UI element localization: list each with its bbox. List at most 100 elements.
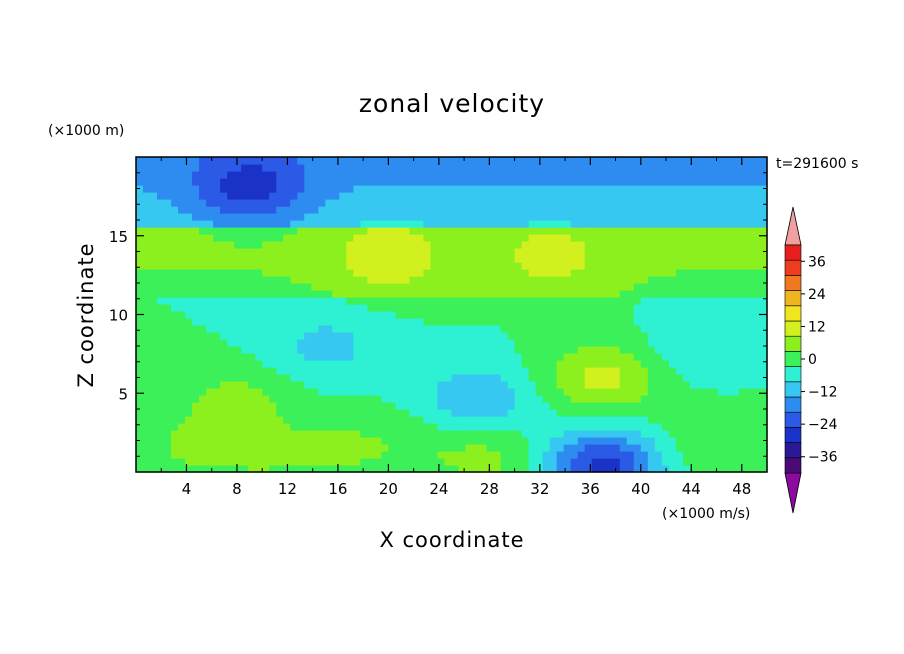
field-cell [717, 416, 726, 424]
field-cell [591, 339, 600, 347]
field-cell [402, 269, 411, 277]
field-cell [745, 451, 754, 459]
field-cell [500, 451, 509, 459]
field-cell [703, 297, 712, 305]
field-cell [619, 353, 628, 361]
field-cell [458, 276, 467, 284]
field-cell [318, 388, 326, 396]
field-cell [360, 164, 368, 172]
field-cell [640, 332, 649, 340]
field-cell [297, 458, 305, 466]
field-cell [444, 297, 453, 305]
field-cell [423, 227, 432, 235]
field-cell [752, 381, 761, 389]
field-cell [451, 171, 460, 179]
field-cell [241, 451, 249, 459]
field-cell [192, 402, 200, 410]
field-cell [192, 283, 200, 291]
field-cell [542, 353, 551, 361]
field-cell [710, 437, 719, 445]
field-cell [353, 451, 361, 459]
field-cell [171, 248, 179, 256]
field-cell [647, 171, 656, 179]
field-cell [136, 395, 144, 403]
field-cell [500, 192, 509, 200]
field-cell [493, 213, 502, 221]
field-cell [192, 395, 200, 403]
field-cell [409, 255, 418, 263]
field-cell [416, 220, 425, 228]
field-cell [465, 171, 474, 179]
field-cell [633, 234, 642, 242]
field-cell [192, 241, 200, 249]
field-cell [759, 304, 768, 312]
field-cell [346, 325, 354, 333]
field-cell [528, 234, 537, 242]
field-cell [500, 157, 509, 165]
field-cell [248, 220, 256, 228]
field-cell [647, 423, 656, 431]
field-cell [451, 199, 460, 207]
field-cell [339, 171, 347, 179]
field-cell [577, 381, 586, 389]
field-cell [563, 297, 572, 305]
field-cell [381, 311, 389, 319]
field-cell [157, 192, 165, 200]
field-cell [668, 332, 677, 340]
field-cell [255, 164, 263, 172]
field-cell [724, 192, 733, 200]
field-cell [696, 444, 705, 452]
field-cell [668, 311, 677, 319]
field-cell [493, 444, 502, 452]
field-cell [738, 395, 747, 403]
field-cell [346, 430, 354, 438]
field-cell [346, 262, 354, 270]
field-cell [507, 255, 516, 263]
field-cell [549, 388, 558, 396]
field-cell [703, 262, 712, 270]
field-cell [269, 437, 277, 445]
field-cell [535, 353, 544, 361]
field-cell [451, 430, 460, 438]
field-cell [157, 367, 165, 375]
field-cell [703, 444, 712, 452]
field-cell [759, 409, 768, 417]
field-cell [465, 367, 474, 375]
field-cell [318, 395, 326, 403]
field-cell [220, 255, 228, 263]
field-cell [612, 297, 621, 305]
field-cell [360, 276, 368, 284]
field-cell [367, 360, 375, 368]
field-cell [759, 206, 768, 214]
field-cell [367, 409, 375, 417]
field-cell [150, 206, 158, 214]
field-cell [353, 171, 361, 179]
field-cell [458, 220, 467, 228]
field-cell [458, 395, 467, 403]
field-cell [360, 297, 368, 305]
field-cell [283, 283, 291, 291]
field-cell [360, 339, 368, 347]
field-cell [633, 458, 642, 466]
field-cell [514, 458, 523, 466]
field-cell [577, 332, 586, 340]
field-cell [493, 325, 502, 333]
field-cell [192, 248, 200, 256]
field-cell [717, 346, 726, 354]
field-cell [444, 458, 453, 466]
field-cell [549, 381, 558, 389]
field-cell [290, 220, 298, 228]
field-cell [213, 374, 221, 382]
field-cell [507, 318, 516, 326]
field-cell [395, 178, 404, 186]
field-cell [752, 297, 761, 305]
colorbar-tick-label: 0 [808, 352, 817, 368]
field-cell [262, 241, 270, 249]
field-cell [458, 360, 467, 368]
field-cell [500, 283, 509, 291]
field-cell [255, 437, 263, 445]
field-cell [612, 430, 621, 438]
field-cell [654, 241, 663, 249]
field-cell [402, 451, 411, 459]
field-cell [507, 192, 516, 200]
